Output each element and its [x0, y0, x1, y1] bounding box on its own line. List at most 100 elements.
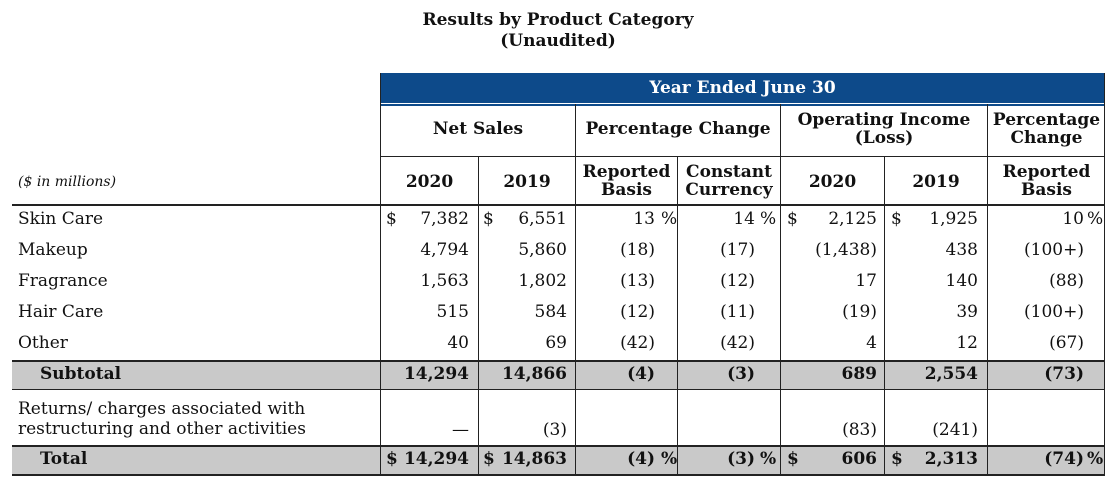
cell-oirep: (100+) [1024, 302, 1084, 322]
pct-change2-header: Percentage Change [988, 111, 1105, 147]
grid-v-7 [1104, 73, 1105, 476]
cell-rep: (13) [620, 271, 655, 291]
op-income-line1: Operating Income [797, 110, 971, 130]
net-sales-header: Net Sales [432, 119, 524, 139]
total-dollar-sign: $ [787, 449, 799, 469]
returns-ns2020: — [452, 420, 469, 440]
row-label: Skin Care [18, 209, 104, 229]
cell-oi2019: 39 [956, 302, 978, 322]
grid-v-2 [575, 104, 576, 476]
op-income-line2: (Loss) [854, 128, 914, 148]
cell-rep: (18) [620, 240, 655, 260]
subtotal-cc: (3) [727, 364, 755, 384]
units-label: ($ in millions) [18, 174, 117, 190]
cell-oi2019: 12 [956, 333, 978, 353]
subtotal-ns2020: 14,294 [403, 364, 469, 384]
year-band: Year Ended June 30 [380, 73, 1105, 106]
returns-label-2: restructuring and other activities [18, 419, 306, 439]
grid-v-1 [478, 156, 479, 476]
subtotal-oirep: (73) [1044, 364, 1084, 384]
col-oi-2019: 2019 [912, 172, 960, 192]
cell-oirep: (88) [1049, 271, 1084, 291]
cell-ns2020: 7,382 [420, 209, 469, 229]
cell-cc: (12) [720, 271, 755, 291]
cell-oirep: (67) [1049, 333, 1084, 353]
grid-v-3 [677, 156, 678, 476]
total-oirep: (74) [1044, 449, 1084, 469]
cell-ns2019: 69 [545, 333, 567, 353]
grid-v-4 [780, 104, 781, 476]
total-percent-sign: % [661, 449, 678, 469]
percent-sign: % [661, 209, 678, 229]
total-cc: (3) [727, 449, 755, 469]
cell-ns2020: 1,563 [420, 271, 469, 291]
op-income-header: Operating Income (Loss) [781, 111, 987, 147]
total-percent-sign: % [1087, 449, 1104, 469]
cell-ns2020: 40 [447, 333, 469, 353]
cell-ns2019: 5,860 [518, 240, 567, 260]
percent-sign: % [760, 209, 777, 229]
grid-h-tot-top [12, 445, 1105, 447]
subtotal-label: Subtotal [40, 364, 122, 384]
report-subtitle: (Unaudited) [500, 31, 616, 51]
grid-h-sub-bot [12, 389, 1105, 390]
col-oi-reported-line1: Reported [1002, 162, 1091, 182]
cell-oi2020: 2,125 [828, 209, 877, 229]
subtotal-oi2019: 2,554 [924, 364, 978, 384]
col-reported-line2: Basis [601, 180, 652, 200]
row-label: Other [18, 333, 68, 353]
cell-rep: (12) [620, 302, 655, 322]
returns-oi2020: (83) [842, 420, 877, 440]
subtotal-rep: (4) [627, 364, 655, 384]
total-ns2019: 14,863 [501, 449, 567, 469]
total-label: Total [40, 449, 88, 469]
dollar-sign: $ [386, 209, 397, 229]
row-label: Makeup [18, 240, 88, 260]
dollar-sign: $ [891, 209, 902, 229]
cell-ns2020: 515 [436, 302, 469, 322]
returns-label-1: Returns/ charges associated with [18, 399, 306, 419]
total-shade [12, 446, 1105, 474]
cell-cc: (11) [720, 302, 755, 322]
col-ns-2020: 2020 [405, 172, 454, 192]
col-oi-2020: 2020 [808, 172, 857, 192]
returns-ns2019: (3) [542, 420, 567, 440]
cell-cc: 14 [733, 209, 755, 229]
grid-h-header [380, 156, 1105, 157]
cell-oi2019: 1,925 [929, 209, 978, 229]
cell-oi2020: (1,438) [815, 240, 877, 260]
total-ns2020: 14,294 [403, 449, 469, 469]
cell-oi2020: 4 [866, 333, 877, 353]
col-constant-line1: Constant [686, 162, 772, 182]
cell-ns2020: 4,794 [420, 240, 469, 260]
col-reported: Reported Basis [576, 163, 677, 199]
total-rep: (4) [627, 449, 655, 469]
grid-v-6 [987, 104, 988, 476]
subtotal-ns2019: 14,866 [501, 364, 567, 384]
row-label: Hair Care [18, 302, 104, 322]
pct-change2-line2: Change [1010, 128, 1083, 148]
report-title: Results by Product Category [422, 10, 694, 30]
cell-rep: (42) [620, 333, 655, 353]
grid-h-top [12, 204, 1105, 206]
col-oi-reported-line2: Basis [1021, 180, 1072, 200]
subtotal-shade [12, 361, 1105, 389]
cell-cc: (42) [720, 333, 755, 353]
percent-sign: % [1087, 209, 1104, 229]
cell-ns2019: 1,802 [518, 271, 567, 291]
grid-v-5 [884, 156, 885, 476]
col-reported-line1: Reported [582, 162, 671, 182]
pct-change2-line1: Percentage [992, 110, 1101, 130]
cell-oirep: (100+) [1024, 240, 1084, 260]
grid-h-tot-bot [12, 474, 1105, 476]
col-ns-2019: 2019 [503, 172, 551, 192]
col-oi-reported: Reported Basis [988, 163, 1105, 199]
pct-change-header: Percentage Change [585, 119, 771, 139]
grid-v-0 [380, 73, 381, 476]
cell-oi2020: (19) [842, 302, 877, 322]
total-dollar-sign: $ [483, 449, 495, 469]
cell-rep: 13 [633, 209, 655, 229]
total-oi2020: 606 [841, 449, 878, 469]
returns-oi2019: (241) [932, 420, 978, 440]
col-constant: Constant Currency [678, 163, 780, 199]
